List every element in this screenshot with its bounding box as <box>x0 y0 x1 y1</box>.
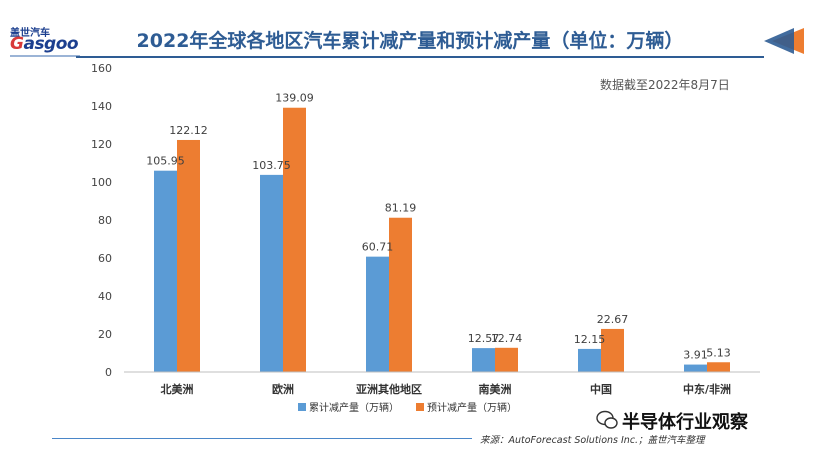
play-arrow-icon <box>764 28 804 54</box>
data-date-note: 数据截至2022年8月7日 <box>600 78 730 92</box>
title-divider <box>76 56 764 58</box>
bar-value-label: 139.09 <box>275 92 314 105</box>
bar-value-label: 12.74 <box>491 332 523 345</box>
y-tick-label: 40 <box>98 290 112 303</box>
legend-label: 累计减产量（万辆） <box>309 401 399 414</box>
y-tick-label: 0 <box>105 366 112 379</box>
y-tick-label: 80 <box>98 214 112 227</box>
bar-forecast <box>707 362 730 372</box>
x-category-label: 欧洲 <box>272 382 294 396</box>
y-tick-label: 140 <box>91 100 112 113</box>
legend: 累计减产量（万辆） 预计减产量（万辆） <box>298 401 517 414</box>
bar-value-label: 60.71 <box>362 241 394 254</box>
y-tick-label: 60 <box>98 252 112 265</box>
legend-swatch <box>416 403 424 411</box>
y-tick-label: 160 <box>91 62 112 75</box>
y-axis: 0 20 40 60 80 100 120 140 160 <box>91 62 112 379</box>
bar-cumulative <box>260 174 283 372</box>
x-axis: 北美洲 欧洲 亚洲其他地区 南美洲 中国 中东/非洲 <box>124 371 760 396</box>
bar-value-label: 81.19 <box>385 202 417 215</box>
bar-forecast <box>389 217 412 372</box>
value-labels: 105.95122.12103.75139.0960.7181.1912.571… <box>146 92 731 362</box>
logo-cn-text: 盖世汽车 <box>10 28 50 39</box>
x-category-label: 北美洲 <box>161 382 194 396</box>
bar-cumulative <box>578 348 601 372</box>
bar-cumulative <box>366 256 389 372</box>
x-category-label: 亚洲其他地区 <box>356 382 422 396</box>
bar-forecast <box>495 347 518 372</box>
bar-cumulative <box>472 348 495 372</box>
bars-group <box>154 107 730 372</box>
bar-value-label: 12.15 <box>574 333 606 346</box>
logo-underline <box>10 55 80 57</box>
logo-en-text: Gasgoo <box>10 34 79 54</box>
bar-value-label: 12.57 <box>468 332 500 345</box>
wechat-watermark: 半导体行业观察 <box>622 412 748 433</box>
bar-value-label: 3.91 <box>683 349 708 362</box>
legend-label: 预计减产量（万辆） <box>427 401 517 414</box>
y-tick-label: 20 <box>98 328 112 341</box>
bar-cumulative <box>684 364 707 372</box>
y-tick-label: 120 <box>91 138 112 151</box>
gasgoo-logo: 盖世汽车 Gasgoo <box>10 24 84 58</box>
bar-value-label: 122.12 <box>169 124 208 137</box>
y-tick-label: 100 <box>91 176 112 189</box>
footer-divider <box>52 438 472 439</box>
bar-cumulative <box>154 170 177 372</box>
x-category-label: 中东/非洲 <box>683 382 731 396</box>
bar-forecast <box>283 107 306 372</box>
source-note: 来源：AutoForecast Solutions Inc.；盖世汽车整理 <box>480 435 705 446</box>
bar-value-label: 105.95 <box>146 155 185 168</box>
bar-value-label: 22.67 <box>597 313 629 326</box>
bar-value-label: 103.75 <box>252 159 291 172</box>
bar-value-label: 5.13 <box>706 346 731 359</box>
legend-swatch <box>298 403 306 411</box>
bar-forecast <box>177 139 200 372</box>
wechat-icon <box>596 410 618 429</box>
bar-forecast <box>601 328 624 372</box>
x-category-label: 中国 <box>590 382 612 396</box>
x-category-label: 南美洲 <box>479 382 512 396</box>
chart-title: 2022年全球各地区汽车累计减产量和预计减产量（单位：万辆） <box>136 30 684 52</box>
